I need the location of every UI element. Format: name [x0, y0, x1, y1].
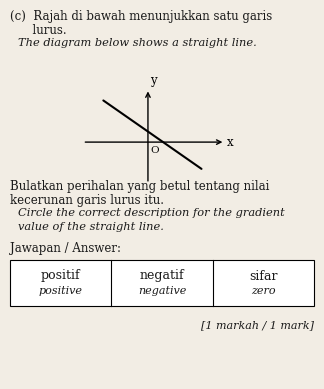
- Text: x: x: [227, 136, 234, 149]
- Text: value of the straight line.: value of the straight line.: [18, 222, 164, 232]
- Text: Bulatkan perihalan yang betul tentang nilai: Bulatkan perihalan yang betul tentang ni…: [10, 180, 269, 193]
- Text: Circle the correct description for the gradient: Circle the correct description for the g…: [18, 208, 285, 218]
- Text: O: O: [150, 146, 159, 155]
- Text: sifar: sifar: [249, 270, 278, 282]
- Text: Jawapan / Answer:: Jawapan / Answer:: [10, 242, 121, 255]
- Text: lurus.: lurus.: [10, 24, 67, 37]
- Text: negative: negative: [138, 286, 186, 296]
- Text: [1 markah / 1 mark]: [1 markah / 1 mark]: [201, 320, 314, 330]
- Text: The diagram below shows a straight line.: The diagram below shows a straight line.: [18, 38, 257, 48]
- Text: negatif: negatif: [140, 270, 184, 282]
- Text: positive: positive: [39, 286, 83, 296]
- Text: y: y: [150, 74, 156, 87]
- Text: zero: zero: [251, 286, 276, 296]
- Text: positif: positif: [41, 270, 80, 282]
- Bar: [10, 260, 314, 306]
- Text: kecerunan garis lurus itu.: kecerunan garis lurus itu.: [10, 194, 164, 207]
- Text: (c)  Rajah di bawah menunjukkan satu garis: (c) Rajah di bawah menunjukkan satu gari…: [10, 10, 272, 23]
